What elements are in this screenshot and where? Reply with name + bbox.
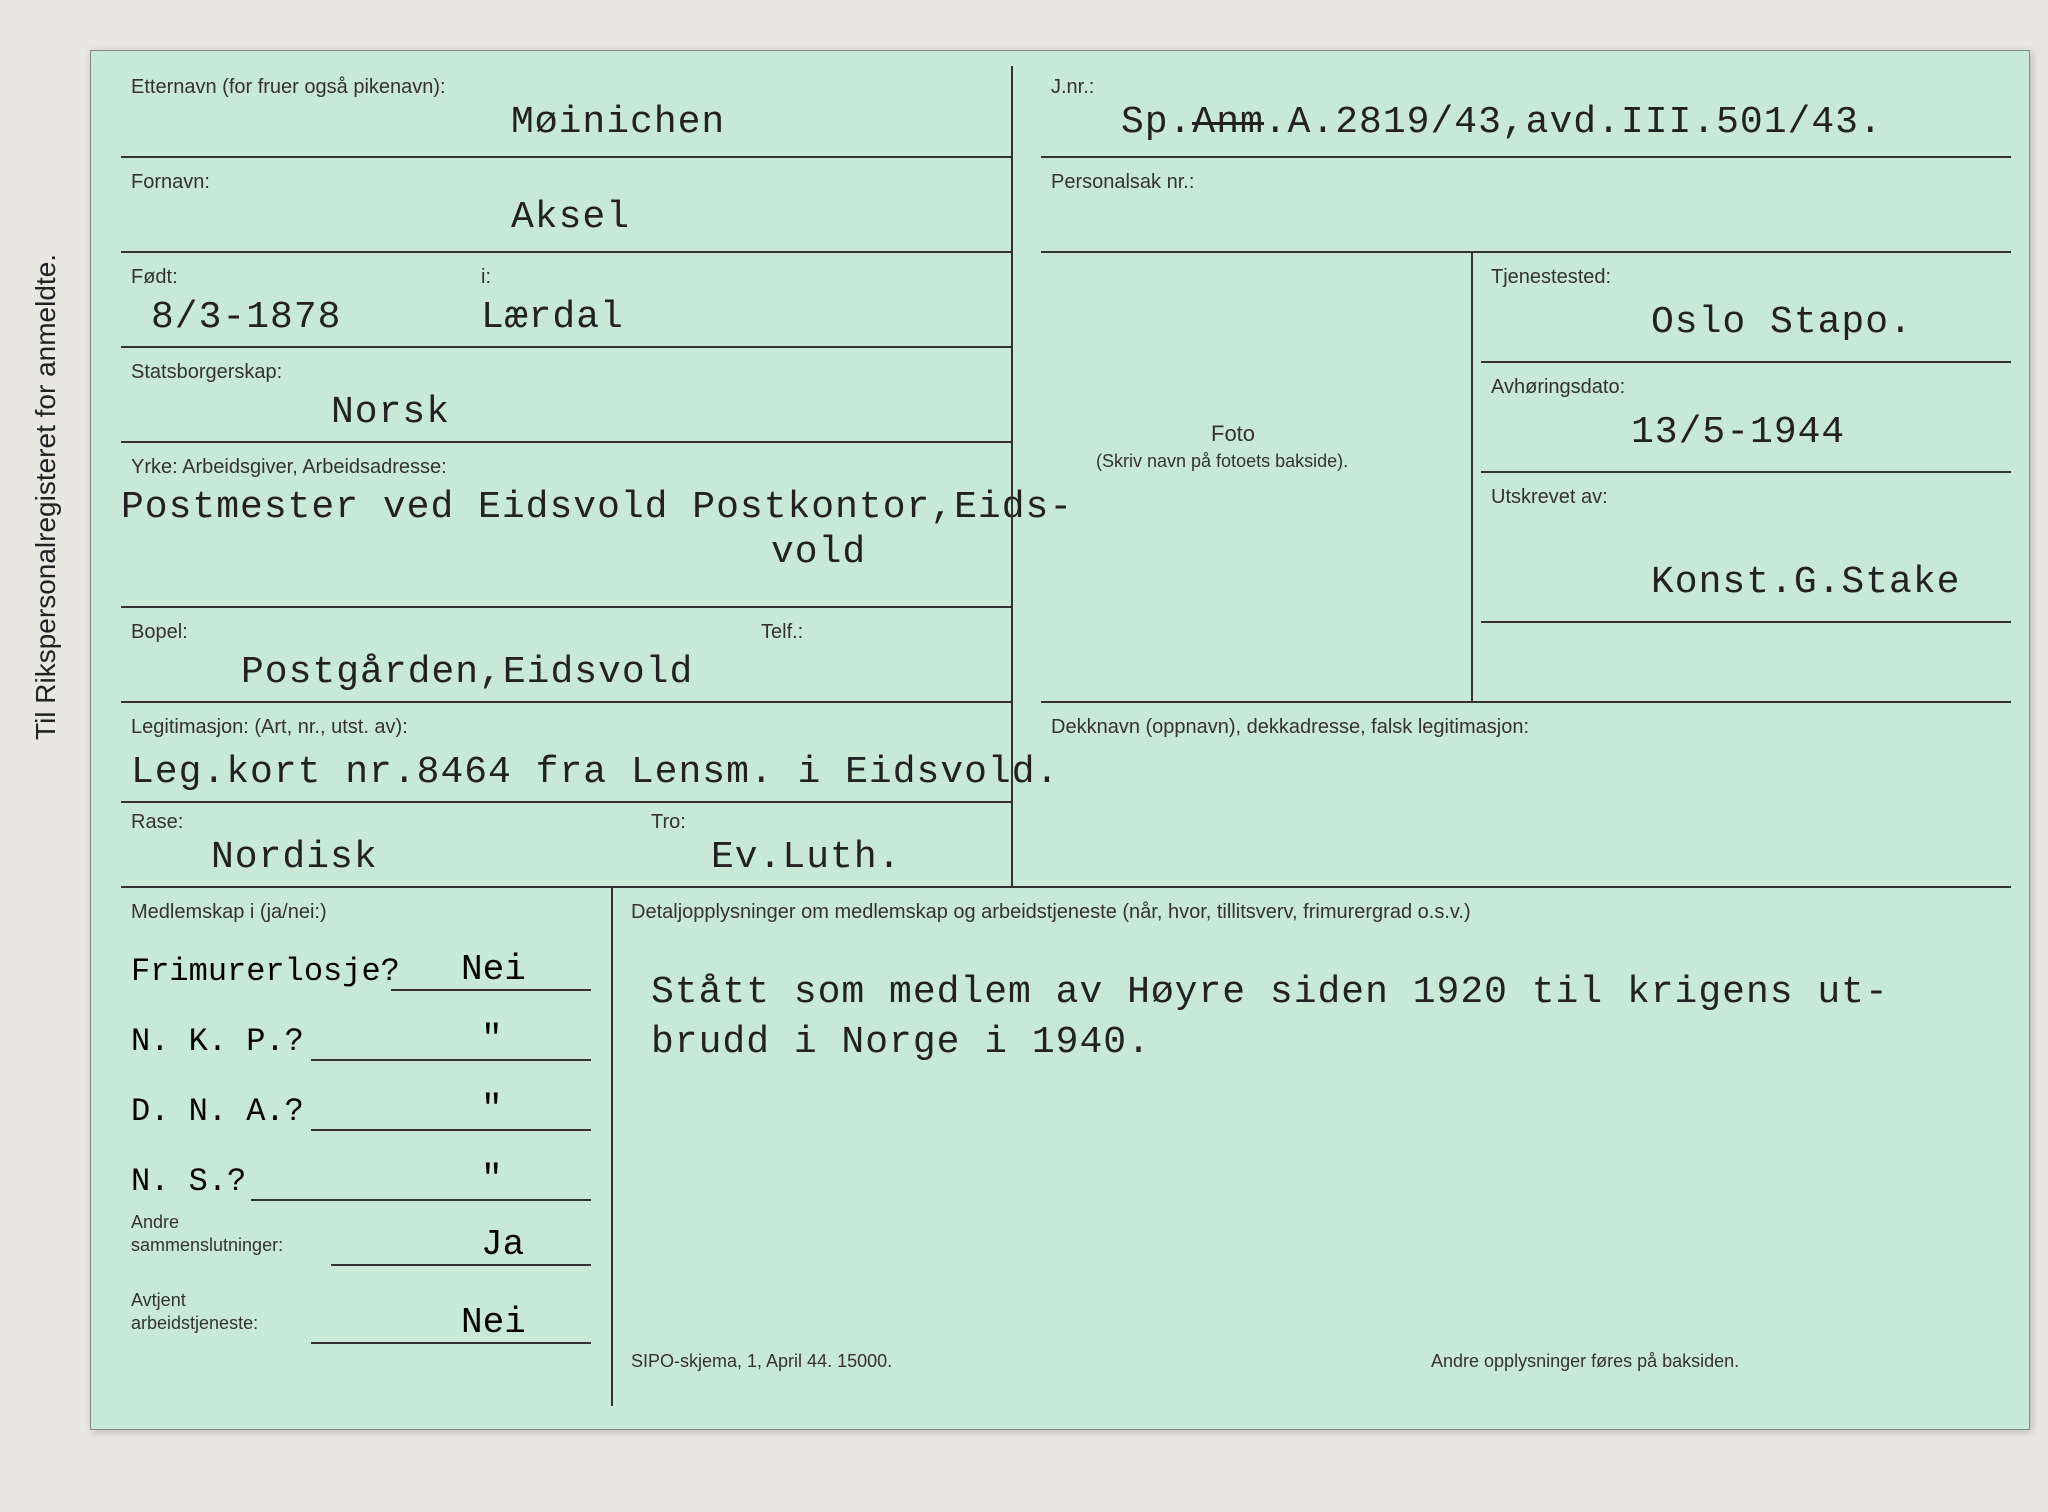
row-frimurer: Frimurerlosje? Nei: [131, 941, 591, 1001]
label-fodt-i: i:: [481, 266, 491, 289]
sidebar-vertical-label: Til Rikspersonalregisteret for anmeldte.: [30, 254, 62, 740]
divider: [121, 886, 2011, 888]
label-ns: N. S.?: [131, 1163, 246, 1200]
row-avtjent: Nei: [131, 1294, 591, 1354]
label-foto: Foto: [1211, 421, 1255, 447]
label-fodt: Født:: [131, 266, 178, 289]
label-bopel: Bopel:: [131, 621, 188, 644]
label-telf: Telf.:: [761, 621, 803, 644]
value-rase: Nordisk: [211, 836, 378, 879]
document-card: Til Rikspersonalregisteret for anmeldte.…: [20, 20, 2028, 1492]
value-yrke-2: vold: [771, 531, 866, 574]
value-detalj-1: Stått som medlem av Høyre siden 1920 til…: [651, 971, 1889, 1014]
label-nkp: N. K. P.?: [131, 1023, 304, 1060]
row-andre: Ja: [131, 1216, 591, 1276]
label-dna: D. N. A.?: [131, 1093, 304, 1130]
label-detaljopplysninger: Detaljopplysninger om medlemskap og arbe…: [631, 901, 1471, 924]
value-tjenestested: Oslo Stapo.: [1651, 301, 1913, 344]
label-yrke: Yrke: Arbeidsgiver, Arbeidsadresse:: [131, 456, 447, 479]
label-jnr: J.nr.:: [1051, 76, 1094, 99]
value-legitimasjon: Leg.kort nr.8464 fra Lensm. i Eidsvold.: [131, 751, 1059, 794]
jnr-rest: .A.2819/43,avd.III.501/43.: [1264, 101, 1883, 144]
value-bopel: Postgården,Eidsvold: [241, 651, 693, 694]
value-statsborgerskap: Norsk: [331, 391, 450, 434]
value-andre: Ja: [481, 1224, 524, 1265]
value-dna: ": [481, 1089, 503, 1130]
label-rase: Rase:: [131, 811, 183, 834]
value-etternavn: Møinichen: [511, 101, 725, 144]
label-frimurer: Frimurerlosje?: [131, 953, 400, 990]
label-medlemskap: Medlemskap i (ja/nei:): [131, 901, 327, 924]
row-ns: N. S.? ": [131, 1151, 591, 1211]
divider: [1041, 251, 2011, 253]
label-etternavn: Etternavn (for fruer også pikenavn):: [131, 76, 446, 99]
divider: [121, 346, 1011, 348]
divider: [1041, 156, 2011, 158]
divider: [1481, 471, 2011, 473]
divider-vertical-membership: [611, 886, 613, 1406]
divider: [121, 606, 1011, 608]
label-utskrevet: Utskrevet av:: [1491, 486, 1608, 509]
value-fodt: 8/3-1878: [151, 296, 341, 339]
label-foto-sub: (Skriv navn på fotoets bakside).: [1096, 451, 1348, 472]
label-fornavn: Fornavn:: [131, 171, 210, 194]
value-detalj-2: brudd i Norge i 1940.: [651, 1021, 1151, 1064]
label-tro: Tro:: [651, 811, 686, 834]
label-avhoringsdato: Avhøringsdato:: [1491, 376, 1625, 399]
jnr-strike: Anm: [1192, 101, 1263, 144]
label-dekknavn: Dekknavn (oppnavn), dekkadresse, falsk l…: [1051, 716, 1529, 739]
value-ns: ": [481, 1159, 503, 1200]
value-tro: Ev.Luth.: [711, 836, 901, 879]
label-sipo: SIPO-skjema, 1, April 44. 15000.: [631, 1351, 892, 1372]
jnr-prefix: Sp.: [1121, 101, 1192, 144]
value-utskrevet: Konst.G.Stake: [1651, 561, 1960, 604]
divider: [1481, 621, 2011, 623]
divider: [121, 701, 1011, 703]
label-personalsak: Personalsak nr.:: [1051, 171, 1194, 194]
divider-vertical-main: [1011, 66, 1013, 886]
value-jnr: Sp.Anm.A.2819/43,avd.III.501/43.: [1121, 101, 1883, 144]
divider-vertical-right: [1471, 251, 1473, 701]
value-avhoringsdato: 13/5-1944: [1631, 411, 1845, 454]
value-frimurer: Nei: [461, 949, 526, 990]
label-andre-oppl: Andre opplysninger føres på baksiden.: [1431, 1351, 1739, 1372]
label-statsborgerskap: Statsborgerskap:: [131, 361, 282, 384]
divider: [1041, 701, 2011, 703]
value-fornavn: Aksel: [511, 196, 630, 239]
divider: [121, 801, 1011, 803]
value-nkp: ": [481, 1019, 503, 1060]
divider: [121, 441, 1011, 443]
divider: [121, 156, 1011, 158]
form-card: Etternavn (for fruer også pikenavn): Møi…: [90, 50, 2030, 1430]
value-yrke-1: Postmester ved Eidsvold Postkontor,Eids-: [121, 486, 1073, 529]
value-avtjent: Nei: [461, 1302, 526, 1343]
row-nkp: N. K. P.? ": [131, 1011, 591, 1071]
label-legitimasjon: Legitimasjon: (Art, nr., utst. av):: [131, 716, 408, 739]
divider: [1481, 361, 2011, 363]
divider: [121, 251, 1011, 253]
value-fodt-i: Lærdal: [481, 296, 624, 339]
row-dna: D. N. A.? ": [131, 1081, 591, 1141]
label-tjenestested: Tjenestested:: [1491, 266, 1611, 289]
